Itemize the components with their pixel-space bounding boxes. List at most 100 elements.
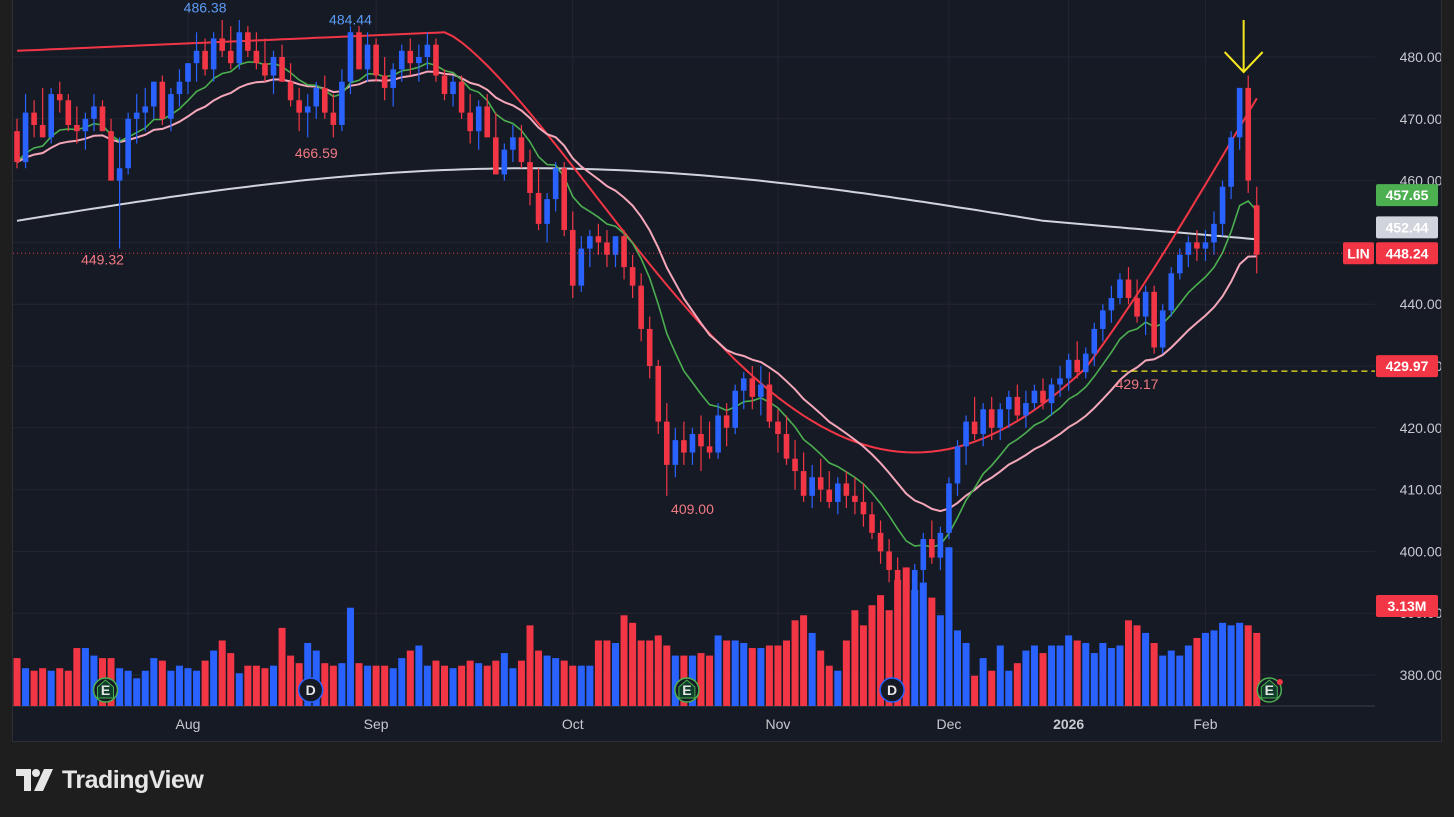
volume-bar — [483, 665, 491, 706]
price-chart[interactable]: 486.38 484.44 466.59 449.32 409.00 429.17 E D E D… — [13, 0, 1442, 742]
candle-body — [1057, 378, 1063, 385]
candle-body — [800, 471, 807, 496]
candle — [22, 94, 29, 169]
volume-bar — [492, 660, 500, 706]
time-tick-label: Nov — [765, 716, 790, 732]
candle — [715, 403, 721, 459]
candle-body — [1245, 87, 1251, 181]
price-tick-label: 410.00 — [1400, 482, 1442, 498]
price-tick-label: 480.00 — [1400, 49, 1442, 65]
candle — [1185, 236, 1192, 268]
candle — [407, 38, 414, 76]
volume-bar — [158, 660, 166, 706]
candle — [193, 32, 200, 82]
volume-bar — [877, 595, 885, 706]
candle — [1048, 378, 1055, 416]
candle — [1031, 384, 1038, 410]
candle-body — [1228, 137, 1234, 187]
marker-letter: D — [887, 682, 897, 698]
candle — [31, 100, 37, 138]
volume-bar — [193, 670, 201, 706]
candle — [56, 81, 63, 113]
volume-bar — [671, 655, 679, 706]
price-annotation: 429.17 — [1116, 376, 1159, 392]
candle-body — [424, 44, 431, 57]
candle — [398, 44, 405, 82]
candle — [826, 471, 833, 509]
candle-body — [1031, 390, 1038, 404]
candle-body — [1177, 254, 1183, 274]
candle — [1168, 267, 1175, 317]
volume-bar — [1048, 645, 1056, 706]
candle — [527, 149, 533, 206]
candle — [758, 366, 764, 416]
price-badge-bg — [1376, 242, 1438, 265]
candle-body — [988, 409, 995, 428]
candle — [99, 100, 106, 132]
volume-bar — [30, 670, 38, 706]
candle — [330, 94, 337, 138]
chart-panel[interactable]: 486.38 484.44 466.59 449.32 409.00 429.17 E D E D… — [12, 0, 1442, 742]
time-tick-label: 2026 — [1053, 716, 1084, 732]
candle-body — [817, 477, 824, 490]
candle-body — [937, 532, 944, 558]
price-tick-label: 440.00 — [1400, 296, 1442, 312]
candle — [390, 63, 396, 107]
candle — [980, 403, 986, 447]
volume-bar — [577, 665, 585, 706]
candle-body — [715, 415, 721, 453]
candle — [356, 26, 362, 70]
candle-body — [826, 489, 833, 502]
volume-bar — [765, 645, 773, 706]
candle — [1159, 304, 1166, 354]
volume-bar — [748, 648, 756, 706]
candle — [535, 168, 542, 231]
candle — [706, 421, 713, 459]
candle-body — [416, 57, 422, 64]
candle — [236, 19, 243, 70]
candle-body — [1151, 291, 1157, 348]
candle-body — [1074, 359, 1080, 373]
volume-bar — [1039, 653, 1047, 706]
candle-body — [672, 440, 679, 465]
candle — [91, 94, 97, 132]
volume-bar — [825, 665, 833, 706]
volume-bar — [1236, 622, 1244, 706]
candle — [493, 112, 499, 175]
candle — [1117, 273, 1123, 305]
brand[interactable]: TradingView — [16, 764, 204, 796]
volume-bar — [321, 663, 329, 706]
candle-body — [458, 81, 465, 113]
candle — [65, 94, 72, 132]
candle — [1040, 378, 1046, 410]
candle-body — [407, 50, 414, 64]
volume-bar — [1253, 632, 1261, 706]
candle-body — [48, 94, 54, 138]
volume-bar — [834, 670, 842, 706]
candle-body — [142, 106, 149, 113]
candle-body — [330, 112, 337, 125]
price-annotation: 466.59 — [295, 145, 338, 161]
candle-body — [151, 81, 157, 107]
price-badge-ma_slow: 429.97 — [1376, 355, 1438, 378]
candle — [894, 557, 901, 601]
volume-bar — [1210, 630, 1218, 706]
candle-body — [82, 118, 89, 132]
volume-bar — [612, 643, 619, 706]
price-annotation: 409.00 — [671, 501, 714, 517]
candle-body — [886, 551, 892, 570]
marker-letter: E — [682, 682, 691, 698]
ma-long-line — [16, 167, 1257, 241]
candle — [416, 44, 422, 82]
price-tick-label: 420.00 — [1400, 420, 1442, 436]
volume-bar — [90, 655, 98, 706]
price-badge-volume: 3.13M — [1376, 595, 1438, 617]
volume-bar — [252, 665, 260, 706]
candle — [74, 106, 80, 144]
candle-body — [322, 87, 328, 113]
candle-body — [193, 50, 200, 64]
price-badge-ma_fast: 457.65 — [1376, 184, 1438, 207]
volume-bar — [278, 627, 286, 706]
candle — [817, 458, 824, 502]
candle — [869, 501, 875, 540]
